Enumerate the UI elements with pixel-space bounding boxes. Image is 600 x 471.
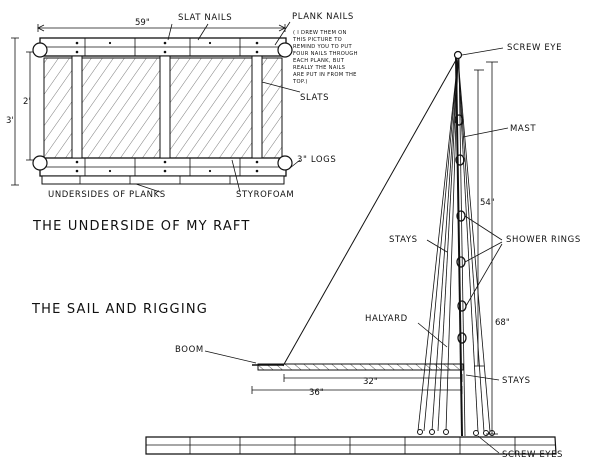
dimension-32: 32" (363, 377, 378, 387)
sail-rigging-drawing: THE SAIL AND RIGGING (31, 43, 581, 460)
raft-leader-lines (135, 21, 301, 193)
dimension-54: 54" (480, 198, 495, 208)
halyard (282, 59, 457, 367)
raft-width-label: 59" (135, 18, 150, 28)
plank-nails-label: PLANK NAILS (292, 12, 354, 22)
slat-nails-label: SLAT NAILS (178, 13, 232, 23)
bottom-plank-row (39, 157, 287, 177)
plank-note-line-2: REMIND YOU TO PUT (293, 44, 352, 50)
plank-note-line-3: FOUR NAILS THROUGH (293, 51, 358, 57)
raft-hull (145, 436, 557, 455)
dimension-68: 68" (495, 318, 510, 328)
raft-height-inner-label: 2' (23, 97, 31, 107)
boom-label: BOOM (175, 345, 204, 355)
styrofoam-label: STYROFOAM (236, 190, 294, 200)
raft-title: THE UNDERSIDE OF MY RAFT (32, 219, 251, 234)
screw-eyes-base (417, 429, 495, 436)
plank-note-line-6: ARE PUT IN FROM THE (293, 72, 357, 78)
mast-label: MAST (510, 124, 536, 134)
plank-note-line-5: REALLY THE NAILS (293, 65, 345, 71)
raft-height-outer-label: 3' (6, 116, 14, 126)
screw-eyes-label: SCREW EYES (502, 450, 563, 460)
logs-label: 3" LOGS (297, 155, 336, 165)
undersides-label: UNDERSIDES OF PLANKS (48, 190, 166, 200)
width-dimension (37, 24, 286, 32)
stays-left-label: STAYS (389, 235, 418, 245)
log-ends (32, 42, 293, 171)
boom (252, 363, 464, 371)
plank-note-line-4: EACH PLANK, BUT (293, 58, 345, 64)
dimension-36: 36" (309, 388, 324, 398)
slats-label: SLATS (300, 93, 329, 103)
plank-nails-note: ( I DREW THEM ON THIS PICTURE TO REMIND … (292, 30, 358, 85)
screw-eye-label: SCREW EYE (507, 43, 562, 53)
outer-height-dimension (11, 37, 19, 186)
plank-underside-strip (41, 175, 285, 185)
nail-marks (75, 41, 259, 173)
plank-note-line-7: TOP.) (292, 79, 308, 85)
top-plank-row (39, 37, 287, 57)
sail-title: THE SAIL AND RIGGING (31, 302, 208, 317)
mast (453, 50, 466, 437)
screw-eye-top (453, 50, 463, 60)
inner-height-dimension (26, 51, 34, 161)
stays (417, 57, 491, 433)
plank-note-line-1: THIS PICTURE TO (292, 37, 342, 43)
raft-underside-drawing: 59" 3' 2' (6, 12, 358, 234)
mast-dimensions (474, 61, 498, 435)
boom-dimensions (251, 374, 463, 394)
plank-note-line-0: ( I DREW THEM ON (293, 30, 347, 36)
shower-rings-label: SHOWER RINGS (506, 235, 581, 245)
stays-right-label: STAYS (502, 376, 531, 386)
halyard-label: HALYARD (365, 314, 408, 324)
sail-leader-lines (204, 47, 509, 454)
vertical-slats (71, 55, 263, 159)
